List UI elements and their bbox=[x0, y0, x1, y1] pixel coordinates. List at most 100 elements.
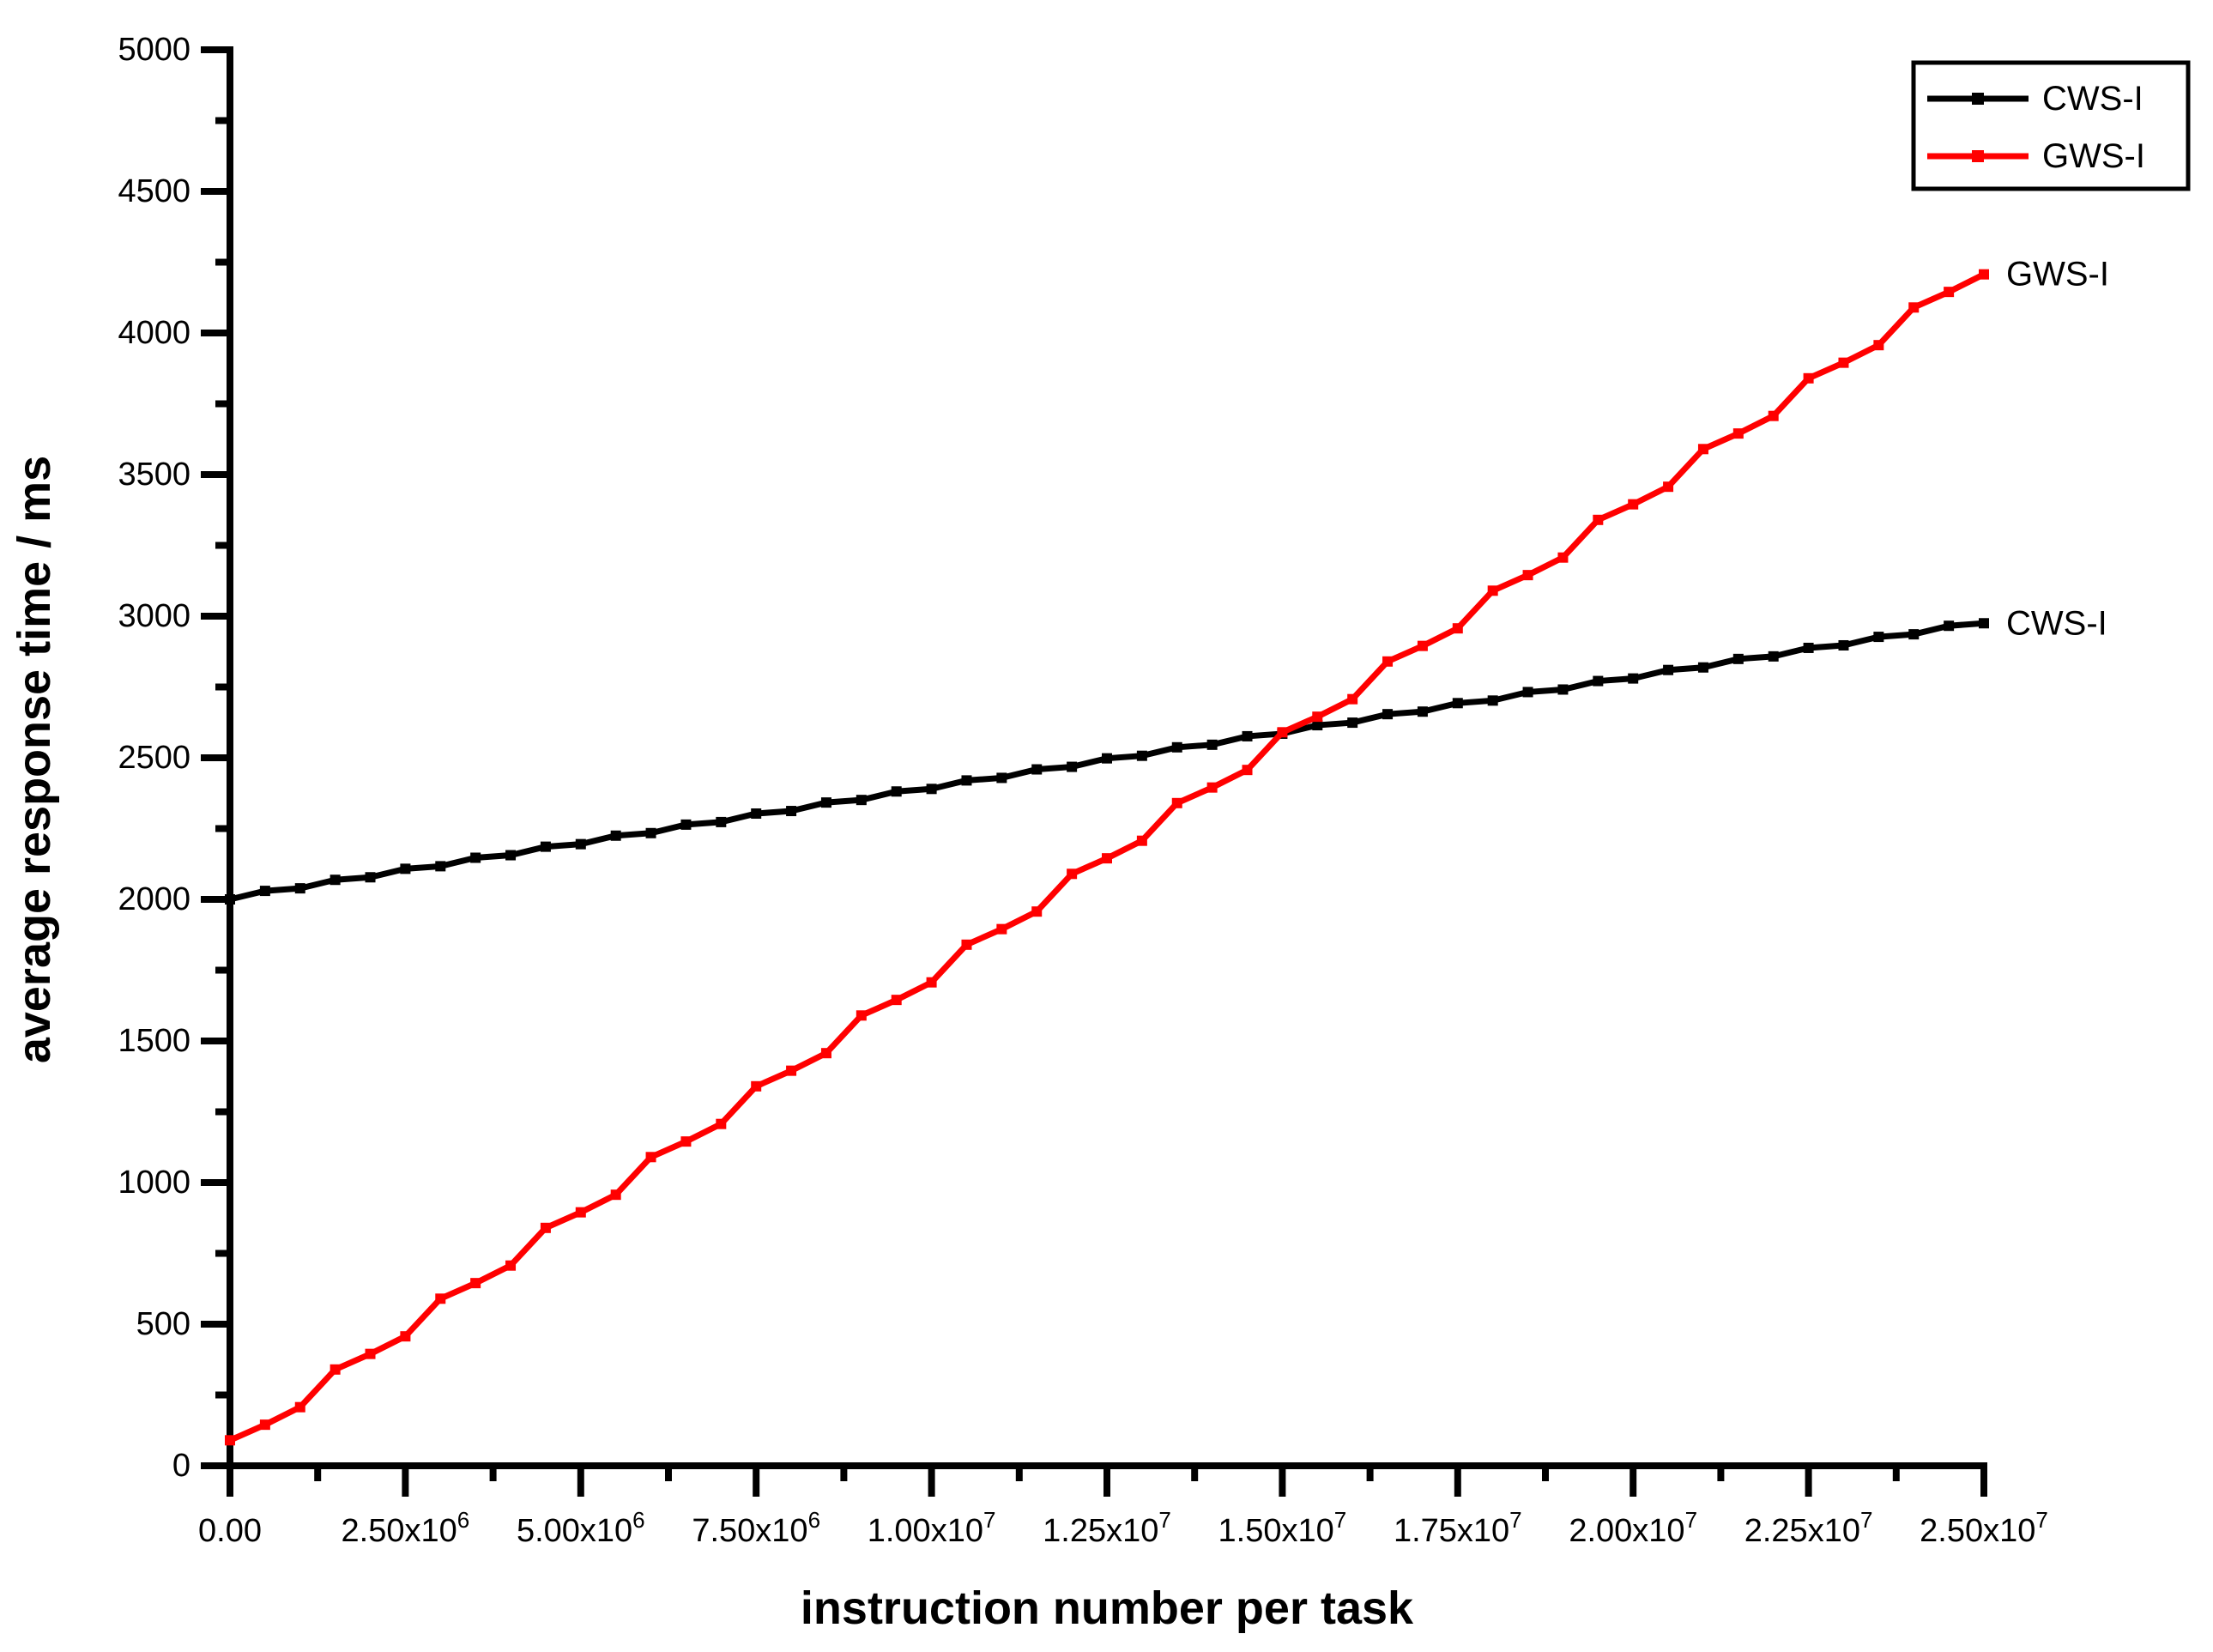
series-marker-gws-i bbox=[1768, 410, 1779, 421]
series-marker-cws-i bbox=[891, 786, 902, 797]
series-marker-cws-i bbox=[1171, 741, 1182, 753]
series-marker-cws-i bbox=[1136, 750, 1147, 761]
y-tick-label: 5000 bbox=[118, 32, 190, 68]
y-tick-label: 3000 bbox=[118, 598, 190, 634]
series-marker-gws-i bbox=[961, 939, 972, 950]
x-tick-label-superscript: 7 bbox=[1509, 1507, 1521, 1533]
series-marker-gws-i bbox=[365, 1348, 376, 1359]
series-marker-cws-i bbox=[1697, 662, 1708, 673]
series-marker-gws-i bbox=[1908, 302, 1920, 313]
series-marker-cws-i bbox=[1452, 698, 1463, 709]
series-marker-cws-i bbox=[225, 894, 235, 905]
series-marker-gws-i bbox=[1663, 481, 1674, 493]
series-marker-gws-i bbox=[259, 1419, 270, 1431]
series-marker-cws-i bbox=[996, 772, 1007, 784]
legend: CWS-I GWS-I bbox=[1911, 60, 2191, 191]
y-axis-title: average response time / ms bbox=[9, 456, 60, 1063]
series-marker-cws-i bbox=[1979, 618, 1989, 629]
line-end-label-gws-i: GWS-I bbox=[2006, 256, 2109, 293]
series-marker-cws-i bbox=[330, 874, 341, 886]
x-tick-label: 1.25x107 bbox=[1043, 1507, 1171, 1549]
x-tick-label-superscript: 7 bbox=[1685, 1507, 1697, 1533]
legend-marker-cws-i bbox=[1972, 93, 1984, 105]
series-marker-gws-i bbox=[680, 1136, 692, 1147]
y-tick-label: 0 bbox=[172, 1448, 190, 1484]
series-marker-gws-i bbox=[1628, 499, 1639, 510]
series-marker-cws-i bbox=[926, 784, 937, 795]
series-marker-cws-i bbox=[400, 863, 411, 874]
x-tick-label-superscript: 6 bbox=[808, 1507, 820, 1533]
x-tick-label: 7.50x106 bbox=[692, 1507, 820, 1549]
series-marker-cws-i bbox=[856, 795, 867, 806]
series-marker-cws-i bbox=[1557, 684, 1569, 695]
series-marker-cws-i bbox=[294, 883, 305, 894]
x-tick-label-base: 1.50x10 bbox=[1218, 1513, 1334, 1549]
series-marker-gws-i bbox=[856, 1010, 867, 1021]
series-marker-gws-i bbox=[1347, 693, 1358, 705]
series-marker-cws-i bbox=[751, 808, 762, 820]
legend-label-gws-i: GWS-I bbox=[2042, 137, 2145, 175]
series-marker-cws-i bbox=[1768, 651, 1779, 662]
x-tick-label: 1.50x107 bbox=[1218, 1507, 1347, 1549]
y-tick-label: 500 bbox=[136, 1306, 190, 1342]
series-marker-cws-i bbox=[1908, 629, 1920, 640]
series-marker-gws-i bbox=[1873, 340, 1884, 351]
series-marker-cws-i bbox=[1102, 753, 1112, 764]
x-tick-label-base: 2.50x10 bbox=[342, 1513, 457, 1549]
series-marker-cws-i bbox=[1803, 642, 1814, 653]
series-layer bbox=[225, 269, 1989, 1446]
legend-label-cws-i: CWS-I bbox=[2042, 80, 2143, 118]
series-marker-cws-i bbox=[1944, 620, 1955, 632]
x-tick-label: 2.50x107 bbox=[1920, 1507, 2048, 1549]
x-tick-label-base: 0.00 bbox=[198, 1513, 262, 1549]
series-marker-gws-i bbox=[891, 995, 902, 1006]
series-marker-gws-i bbox=[1522, 570, 1533, 581]
y-tick-label: 2000 bbox=[118, 881, 190, 917]
x-tick-label-superscript: 7 bbox=[1334, 1507, 1346, 1533]
series-marker-cws-i bbox=[1732, 653, 1744, 664]
series-marker-cws-i bbox=[786, 806, 797, 817]
y-tick-label: 3500 bbox=[118, 457, 190, 493]
series-marker-gws-i bbox=[1312, 711, 1323, 723]
series-marker-cws-i bbox=[1593, 675, 1604, 687]
x-tick-label-base: 2.50x10 bbox=[1920, 1513, 2035, 1549]
axes-layer: 0 500 1000 1500 2000 2500 3000 3500 4000 4500 5000… bbox=[118, 32, 2047, 1549]
series-marker-gws-i bbox=[645, 1152, 656, 1163]
x-tick-label-superscript: 7 bbox=[2035, 1507, 2047, 1533]
series-marker-cws-i bbox=[1347, 717, 1358, 729]
series-marker-cws-i bbox=[1663, 664, 1674, 675]
x-tick-label-base: 7.50x10 bbox=[692, 1513, 807, 1549]
series-marker-gws-i bbox=[1838, 357, 1849, 368]
x-tick-label-superscript: 7 bbox=[983, 1507, 995, 1533]
y-tick-label: 1500 bbox=[118, 1023, 190, 1059]
x-tick-label: 0.00 bbox=[198, 1513, 262, 1549]
series-marker-cws-i bbox=[645, 827, 656, 838]
series-marker-gws-i bbox=[610, 1189, 621, 1201]
y-tick-label: 2500 bbox=[118, 740, 190, 776]
series-marker-cws-i bbox=[1067, 761, 1078, 772]
series-marker-gws-i bbox=[225, 1435, 235, 1446]
series-marker-gws-i bbox=[786, 1065, 797, 1076]
series-marker-gws-i bbox=[1557, 552, 1569, 563]
series-marker-cws-i bbox=[575, 838, 586, 850]
series-marker-cws-i bbox=[540, 841, 551, 852]
x-tick-label-base: 2.00x10 bbox=[1569, 1513, 1684, 1549]
series-marker-gws-i bbox=[1979, 269, 1989, 280]
y-tick-label: 1000 bbox=[118, 1165, 190, 1201]
series-marker-gws-i bbox=[1944, 287, 1955, 298]
x-tick-label: 1.00x107 bbox=[868, 1507, 996, 1549]
x-tick-label: 2.50x106 bbox=[342, 1507, 470, 1549]
y-tick-label: 4000 bbox=[118, 315, 190, 351]
series-marker-gws-i bbox=[1417, 640, 1428, 651]
x-tick-label-base: 1.75x10 bbox=[1394, 1513, 1509, 1549]
line-end-labels: CWS-I GWS-I bbox=[2006, 256, 2109, 643]
x-tick-label-base: 2.25x10 bbox=[1744, 1513, 1860, 1549]
series-marker-cws-i bbox=[716, 816, 727, 827]
x-tick-label-base: 1.00x10 bbox=[868, 1513, 983, 1549]
series-marker-gws-i bbox=[1277, 727, 1288, 738]
series-marker-gws-i bbox=[1382, 656, 1394, 667]
x-tick-label-superscript: 6 bbox=[632, 1507, 644, 1533]
series-marker-cws-i bbox=[435, 861, 446, 872]
series-marker-gws-i bbox=[1803, 372, 1814, 384]
series-marker-gws-i bbox=[1031, 906, 1043, 917]
